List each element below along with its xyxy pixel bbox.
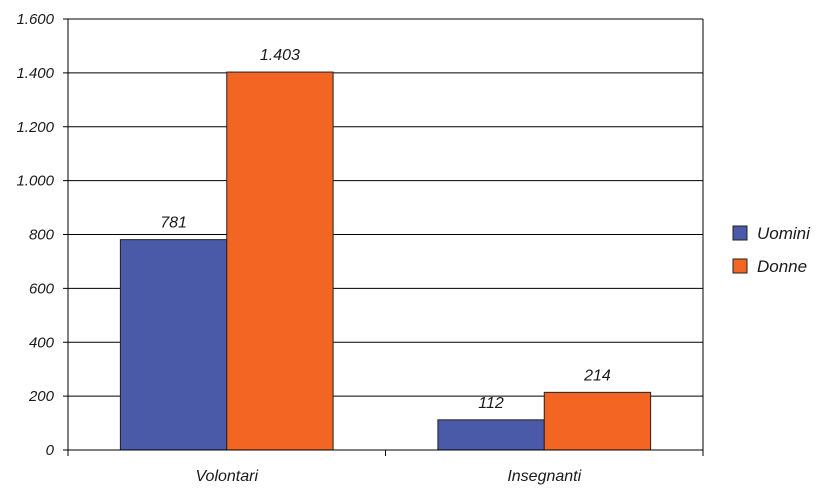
legend-swatch-donne bbox=[732, 258, 748, 274]
data-labels: 781 1.403 112 214 bbox=[160, 47, 611, 412]
data-label: 214 bbox=[583, 367, 611, 384]
axes bbox=[63, 18, 704, 456]
bar-uomini-insegnanti bbox=[437, 419, 545, 451]
legend: Uomini Donne bbox=[732, 224, 811, 276]
y-tick-label: 600 bbox=[29, 280, 55, 297]
y-tick-label: 400 bbox=[29, 334, 55, 351]
data-label: 1.403 bbox=[260, 47, 300, 64]
legend-label-donne: Donne bbox=[757, 257, 807, 276]
legend-label-uomini: Uomini bbox=[757, 224, 811, 243]
bar-uomini-volontari bbox=[119, 239, 228, 451]
y-tick-label: 1.400 bbox=[16, 65, 54, 82]
bar-donne-insegnanti bbox=[543, 391, 652, 451]
y-tick-label: 0 bbox=[46, 442, 55, 459]
category-label: Insegnanti bbox=[507, 468, 581, 485]
y-tick-label: 200 bbox=[28, 388, 55, 405]
bar-donne-volontari bbox=[226, 71, 334, 451]
bars bbox=[119, 71, 652, 451]
y-tick-label: 1.200 bbox=[16, 119, 54, 136]
data-label: 781 bbox=[160, 215, 187, 232]
x-axis-category-labels: Volontari Insegnanti bbox=[195, 468, 581, 485]
category-label: Volontari bbox=[195, 468, 258, 485]
y-tick-label: 1.000 bbox=[16, 173, 54, 190]
y-tick-label: 1.600 bbox=[16, 11, 54, 28]
y-axis-tick-labels: 0 200 400 600 800 1.000 1.200 1.400 1.600 bbox=[16, 11, 54, 459]
legend-swatch-uomini bbox=[732, 225, 748, 241]
data-label: 112 bbox=[478, 395, 504, 412]
y-tick-label: 800 bbox=[29, 227, 55, 244]
